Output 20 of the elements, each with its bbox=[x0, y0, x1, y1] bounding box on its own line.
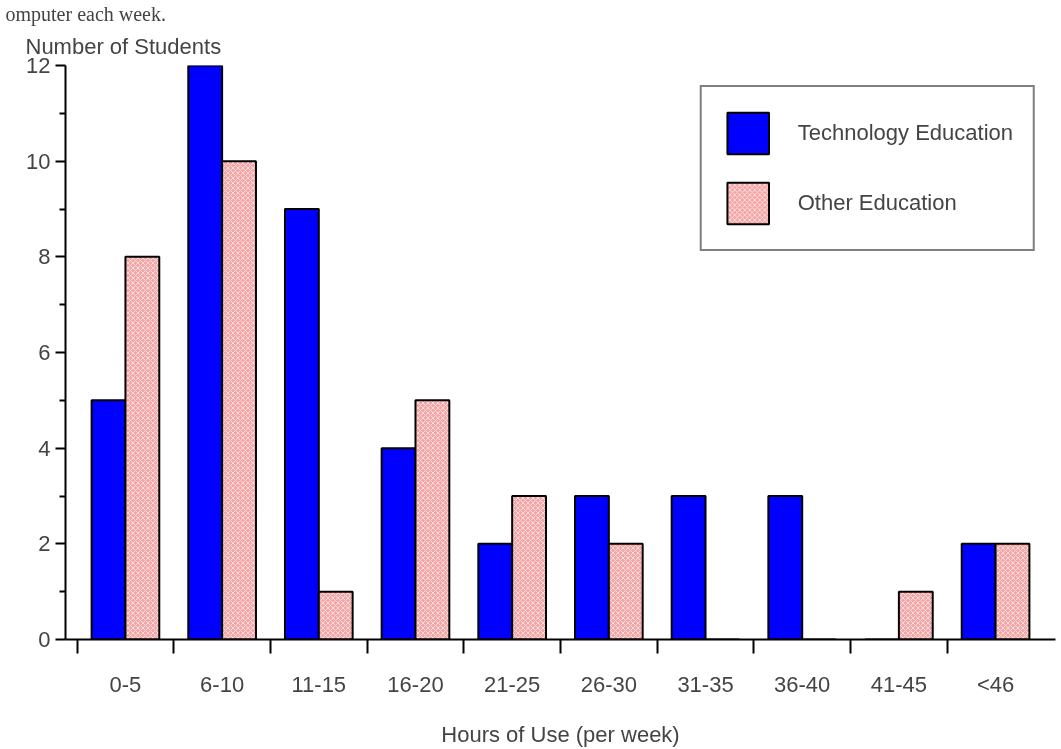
y-tick-label: 6 bbox=[38, 340, 51, 365]
text: omputer each week. bbox=[5, 2, 166, 26]
legend-label: Technology Education bbox=[797, 120, 1013, 146]
x-tick-label: <46 bbox=[976, 671, 1015, 697]
y-tick-label: 8 bbox=[38, 244, 51, 270]
y-tick-label: 10 bbox=[26, 148, 51, 174]
x-tick-label: 11-15 bbox=[291, 671, 347, 697]
x-tick-label: 6-10 bbox=[200, 671, 245, 697]
legend-label: Other Education bbox=[797, 190, 957, 216]
y-tick-label: 4 bbox=[38, 435, 51, 461]
x-tick-label: 21-25 bbox=[484, 671, 541, 697]
x-tick-label: 16-20 bbox=[387, 671, 444, 697]
x-axis-title: Hours of Use (per week) bbox=[441, 721, 680, 747]
y-tick-label: 0 bbox=[38, 627, 51, 652]
x-tick-label: 41-45 bbox=[870, 671, 928, 697]
x-tick-label: 36-40 bbox=[774, 671, 831, 697]
y-tick-label: 2 bbox=[38, 531, 51, 557]
x-tick-label: 31-35 bbox=[677, 671, 734, 697]
x-tick-label: 26-30 bbox=[580, 671, 637, 697]
x-tick-label: 0-5 bbox=[109, 671, 142, 697]
